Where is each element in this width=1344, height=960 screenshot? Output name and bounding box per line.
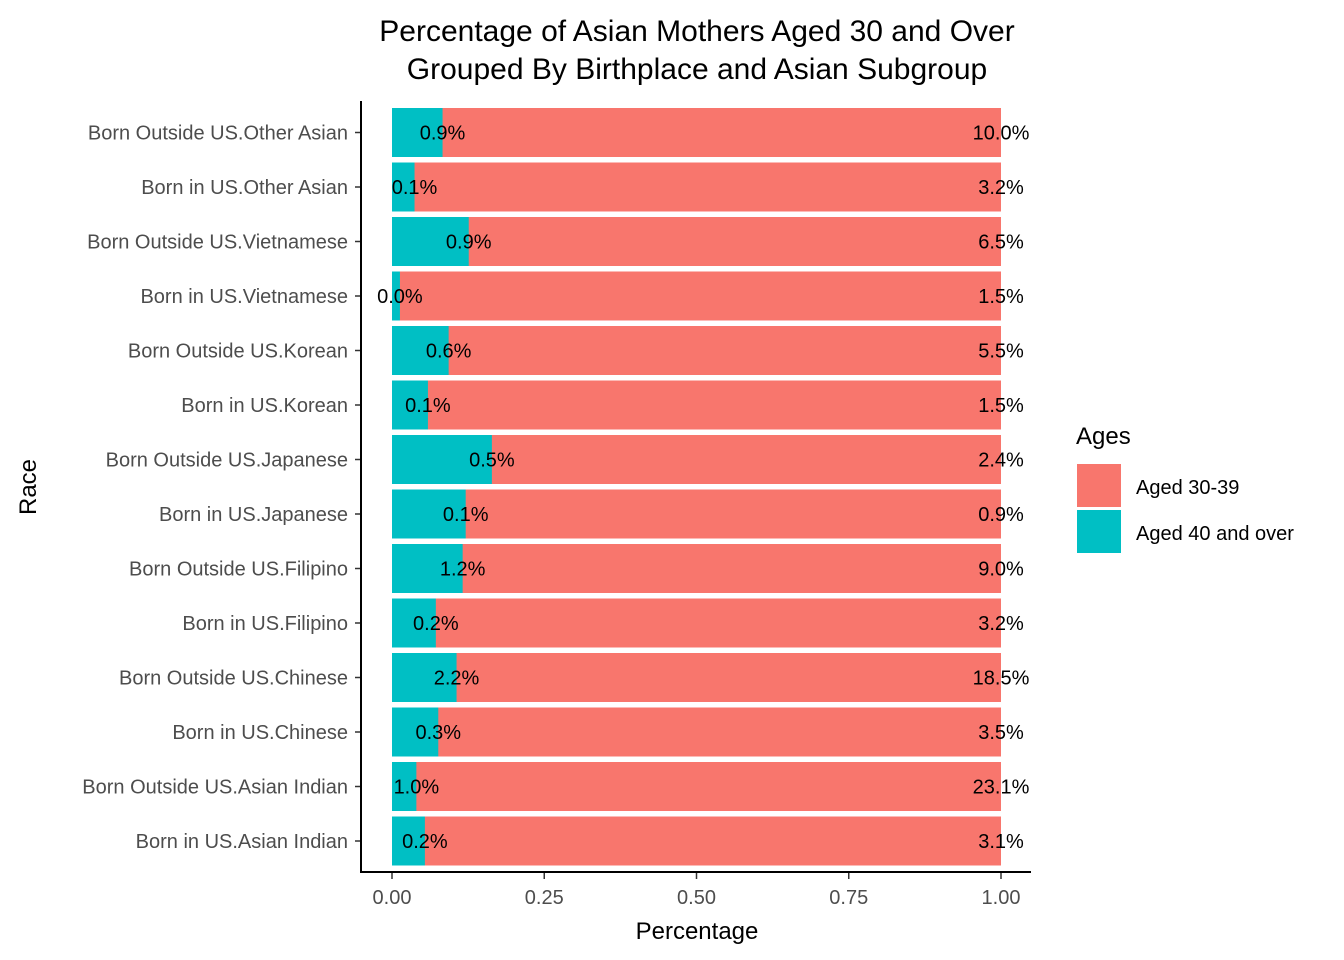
- data-label-aged-30-39-born-outside-us-japanese: 2.4%: [978, 450, 1024, 472]
- data-label-aged-30-39-born-outside-us-other-asian: 10.0%: [973, 123, 1030, 145]
- data-label-aged-30-39-born-in-us-korean: 1.5%: [978, 395, 1024, 417]
- bar-aged-40-and-over-born-outside-us-filipino: [392, 544, 463, 593]
- chart-title-line-2: Grouped By Birthplace and Asian Subgroup: [407, 53, 987, 86]
- data-label-aged-40-and-over-born-outside-us-asian-indian: 1.0%: [394, 777, 440, 799]
- y-axis-ticks: Born Outside US.Other Asian Born in US.Ot…: [82, 123, 361, 853]
- bar-aged-30-39-born-outside-us-asian-indian: [392, 762, 1001, 811]
- bar-aged-30-39-born-outside-us-vietnamese: [392, 217, 1001, 266]
- bar-aged-30-39-born-in-us-asian-indian: [392, 816, 1001, 866]
- data-label-aged-30-39-born-outside-us-korean: 5.5%: [978, 341, 1024, 363]
- bar-aged-40-and-over-born-in-us-japanese: [392, 489, 466, 539]
- bar-aged-30-39-born-in-us-other-asian: [392, 162, 1001, 212]
- legend-label-aged-40-and-over: Aged 40 and over: [1136, 523, 1294, 545]
- y-tick-label-born-outside-us-korean: Born Outside US.Korean: [128, 341, 348, 363]
- y-tick-label-born-outside-us-asian-indian: Born Outside US.Asian Indian: [82, 777, 348, 799]
- x-tick-label: 0.50: [677, 887, 716, 909]
- bar-aged-40-and-over-born-outside-us-asian-indian: [392, 762, 417, 811]
- bar-aged-30-39-born-in-us-korean: [392, 380, 1001, 430]
- bar-aged-30-39-born-in-us-japanese: [392, 489, 1001, 539]
- y-tick-label-born-in-us-chinese: Born in US.Chinese: [172, 722, 348, 744]
- data-label-aged-30-39-born-outside-us-vietnamese: 6.5%: [978, 232, 1024, 254]
- y-tick-label-born-outside-us-filipino: Born Outside US.Filipino: [129, 559, 348, 581]
- bar-aged-40-and-over-born-in-us-other-asian: [392, 162, 415, 212]
- x-axis-title: Percentage: [636, 918, 759, 945]
- chart-title-line-1: Percentage of Asian Mothers Aged 30 and …: [379, 15, 1014, 48]
- y-tick-label-born-in-us-filipino: Born in US.Filipino: [182, 613, 348, 635]
- x-tick-label: 1.00: [982, 887, 1021, 909]
- data-label-aged-40-and-over-born-outside-us-filipino: 1.2%: [440, 559, 486, 581]
- bar-aged-40-and-over-born-in-us-chinese: [392, 707, 439, 757]
- bar-aged-40-and-over-born-outside-us-chinese: [392, 653, 457, 702]
- data-label-aged-30-39-born-outside-us-asian-indian: 23.1%: [973, 777, 1030, 799]
- data-label-aged-40-and-over-born-in-us-vietnamese: 0.0%: [377, 286, 423, 308]
- bar-aged-40-and-over-born-in-us-vietnamese: [392, 271, 400, 321]
- bars-layer: [392, 108, 1001, 866]
- x-axis-ticks: 0.00 0.25 0.50 0.75 1.00: [373, 873, 1021, 909]
- bar-aged-30-39-born-outside-us-other-asian: [392, 108, 1001, 157]
- data-label-aged-40-and-over-born-in-us-japanese: 0.1%: [443, 504, 489, 526]
- data-label-aged-30-39-born-in-us-chinese: 3.5%: [978, 722, 1024, 744]
- legend-label-aged-30-39: Aged 30-39: [1136, 477, 1239, 499]
- bar-aged-40-and-over-born-outside-us-korean: [392, 326, 449, 375]
- y-tick-label-born-outside-us-chinese: Born Outside US.Chinese: [119, 668, 348, 690]
- bar-aged-40-and-over-born-outside-us-japanese: [392, 435, 492, 484]
- data-label-aged-30-39-born-in-us-vietnamese: 1.5%: [978, 286, 1024, 308]
- bar-aged-30-39-born-in-us-filipino: [392, 598, 1001, 648]
- data-label-aged-40-and-over-born-outside-us-other-asian: 0.9%: [420, 123, 466, 145]
- bar-aged-30-39-born-outside-us-filipino: [392, 544, 1001, 593]
- data-label-aged-40-and-over-born-outside-us-chinese: 2.2%: [434, 668, 480, 690]
- data-label-aged-30-39-born-outside-us-chinese: 18.5%: [973, 668, 1030, 690]
- bar-aged-30-39-born-outside-us-korean: [392, 326, 1001, 375]
- bar-aged-30-39-born-in-us-chinese: [392, 707, 1001, 757]
- x-tick-label: 0.25: [525, 887, 564, 909]
- bar-aged-30-39-born-outside-us-japanese: [392, 435, 1001, 484]
- data-label-aged-30-39-born-in-us-japanese: 0.9%: [978, 504, 1024, 526]
- bar-aged-40-and-over-born-outside-us-other-asian: [392, 108, 443, 157]
- x-tick-label: 0.75: [829, 887, 868, 909]
- data-label-aged-30-39-born-outside-us-filipino: 9.0%: [978, 559, 1024, 581]
- data-label-aged-30-39-born-in-us-other-asian: 3.2%: [978, 177, 1024, 199]
- y-tick-label-born-in-us-japanese: Born in US.Japanese: [159, 504, 348, 526]
- data-label-aged-40-and-over-born-in-us-chinese: 0.3%: [415, 722, 461, 744]
- x-tick-label: 0.00: [373, 887, 412, 909]
- bar-aged-40-and-over-born-in-us-korean: [392, 380, 428, 430]
- legend: Ages Aged 30-39 Aged 40 and over: [1076, 423, 1294, 553]
- data-label-aged-40-and-over-born-in-us-other-asian: 0.1%: [392, 177, 438, 199]
- y-tick-label-born-in-us-other-asian: Born in US.Other Asian: [141, 177, 348, 199]
- data-label-aged-30-39-born-in-us-asian-indian: 3.1%: [978, 831, 1024, 853]
- y-tick-label-born-in-us-korean: Born in US.Korean: [181, 395, 348, 417]
- data-label-aged-30-39-born-in-us-filipino: 3.2%: [978, 613, 1024, 635]
- bar-aged-30-39-born-in-us-vietnamese: [392, 271, 1001, 321]
- legend-swatch-aged-30-39: [1077, 464, 1121, 507]
- data-label-aged-40-and-over-born-outside-us-japanese: 0.5%: [469, 450, 515, 472]
- data-labels-layer: 0.9% 10.0% 0.1% 3.2% 0.9% 6.5% 0.0% 1.5% 0.6% 5.5…: [377, 123, 1029, 854]
- data-label-aged-40-and-over-born-in-us-filipino: 0.2%: [413, 613, 459, 635]
- y-axis-title: Race: [15, 459, 42, 515]
- bar-aged-40-and-over-born-outside-us-vietnamese: [392, 217, 469, 266]
- y-tick-label-born-in-us-vietnamese: Born in US.Vietnamese: [140, 286, 348, 308]
- y-tick-label-born-outside-us-other-asian: Born Outside US.Other Asian: [88, 123, 348, 145]
- data-label-aged-40-and-over-born-outside-us-korean: 0.6%: [426, 341, 472, 363]
- bar-aged-40-and-over-born-in-us-filipino: [392, 598, 436, 648]
- legend-swatch-aged-40-and-over: [1077, 510, 1121, 553]
- bar-aged-30-39-born-outside-us-chinese: [392, 653, 1001, 702]
- data-label-aged-40-and-over-born-outside-us-vietnamese: 0.9%: [446, 232, 492, 254]
- legend-title: Ages: [1076, 423, 1131, 450]
- bar-aged-40-and-over-born-in-us-asian-indian: [392, 816, 425, 866]
- data-label-aged-40-and-over-born-in-us-asian-indian: 0.2%: [402, 831, 448, 853]
- y-tick-label-born-outside-us-japanese: Born Outside US.Japanese: [106, 450, 348, 472]
- y-tick-label-born-in-us-asian-indian: Born in US.Asian Indian: [136, 831, 348, 853]
- data-label-aged-40-and-over-born-in-us-korean: 0.1%: [405, 395, 451, 417]
- y-tick-label-born-outside-us-vietnamese: Born Outside US.Vietnamese: [87, 232, 348, 254]
